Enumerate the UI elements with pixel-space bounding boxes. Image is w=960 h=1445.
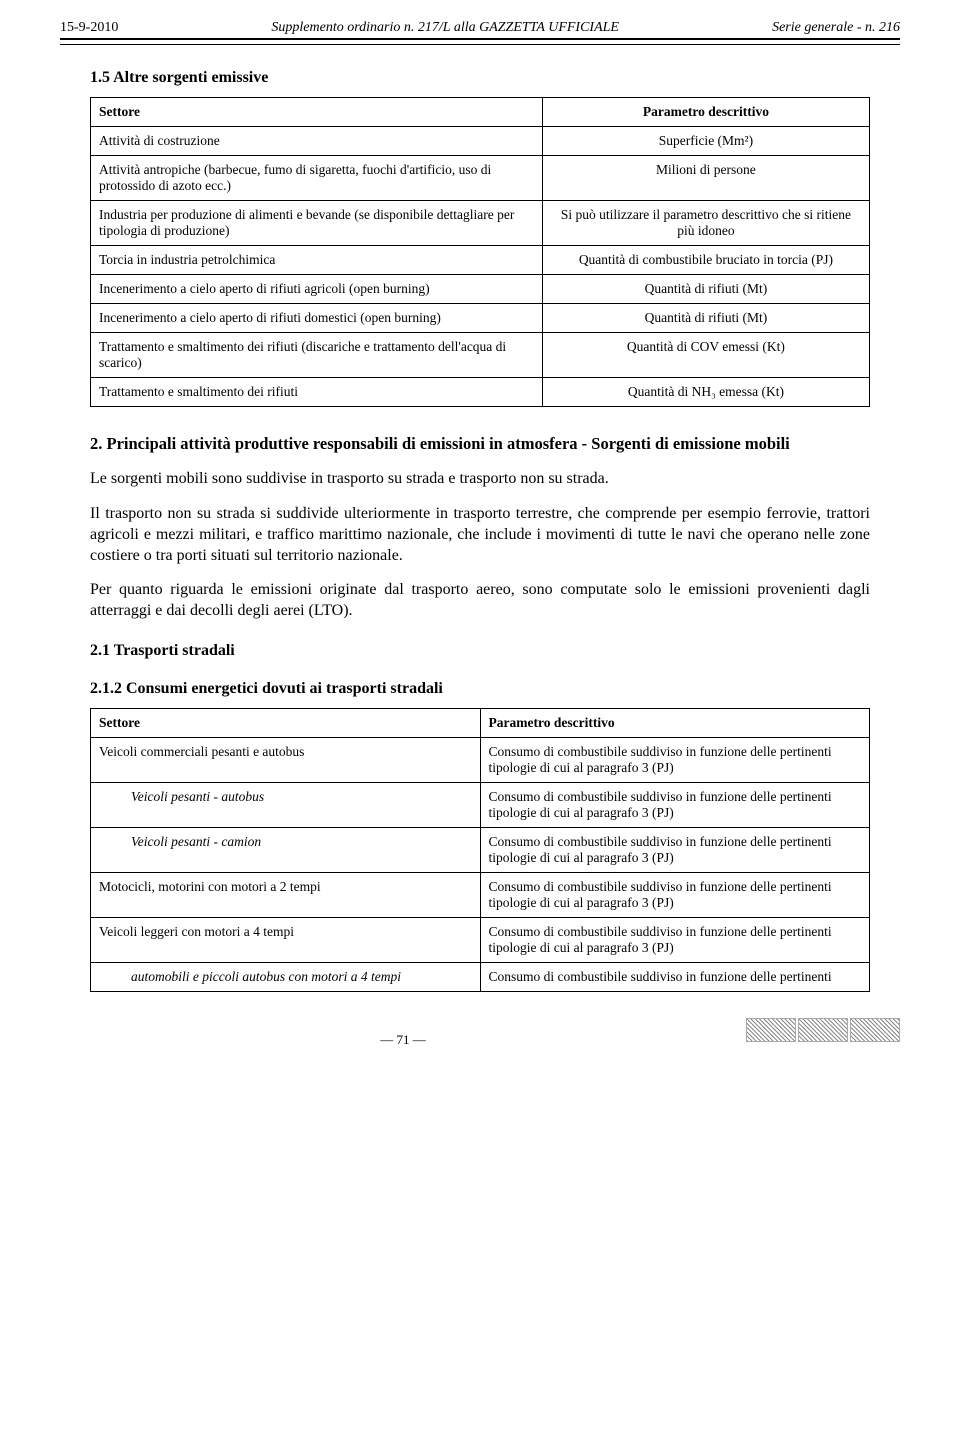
cell-right: Superficie (Mm²) [542, 127, 869, 156]
header-rule [60, 44, 900, 45]
cell-right: Milioni di persone [542, 156, 869, 201]
cell-left: Incenerimento a cielo aperto di rifiuti … [91, 304, 543, 333]
cell-left: Incenerimento a cielo aperto di rifiuti … [91, 275, 543, 304]
heading-2: 2. Principali attività produttive respon… [90, 433, 870, 455]
cell-right: Si può utilizzare il parametro descritti… [542, 201, 869, 246]
page-header: 15-9-2010 Supplemento ordinario n. 217/L… [60, 20, 900, 40]
table-altre-sorgenti: Settore Parametro descrittivo Attività d… [90, 97, 870, 407]
header-date: 15-9-2010 [60, 20, 118, 36]
table-trasporti-stradali: Settore Parametro descrittivo Veicoli co… [90, 708, 870, 992]
table-row: Industria per produzione di alimenti e b… [91, 201, 870, 246]
para-2-3: Per quanto riguarda le emissioni origina… [90, 580, 870, 622]
cell-left: Torcia in industria petrolchimica [91, 246, 543, 275]
table-header-row: Settore Parametro descrittivo [91, 98, 870, 127]
header-series: Serie generale - n. 216 [772, 20, 900, 36]
table-row: Incenerimento a cielo aperto di rifiuti … [91, 275, 870, 304]
table-row: Attività di costruzioneSuperficie (Mm²) [91, 127, 870, 156]
table-row: Trattamento e smaltimento dei rifiutiQua… [91, 378, 870, 407]
cell-right: Quantità di NH₃ emessa (Kt) [542, 378, 869, 407]
barcode-graphic [746, 1018, 900, 1042]
cell-left: Veicoli pesanti - camion [91, 828, 481, 873]
barcode-block [746, 1018, 796, 1042]
barcode-block [798, 1018, 848, 1042]
header-title: Supplemento ordinario n. 217/L alla GAZZ… [118, 20, 772, 36]
cell-right: Consumo di combustibile suddiviso in fun… [480, 783, 870, 828]
table-header-row: Settore Parametro descrittivo [91, 709, 870, 738]
table-row: Veicoli pesanti - camionConsumo di combu… [91, 828, 870, 873]
para-2-2: Il trasporto non su strada si suddivide … [90, 504, 870, 566]
cell-left: automobili e piccoli autobus con motori … [91, 963, 481, 992]
table-row: Incenerimento a cielo aperto di rifiuti … [91, 304, 870, 333]
cell-right: Quantità di combustibile bruciato in tor… [542, 246, 869, 275]
table-row: Trattamento e smaltimento dei rifiuti (d… [91, 333, 870, 378]
heading-2-1-2: 2.1.2 Consumi energetici dovuti ai trasp… [90, 680, 870, 698]
col-parametro: Parametro descrittivo [542, 98, 869, 127]
table-row: Veicoli commerciali pesanti e autobusCon… [91, 738, 870, 783]
table-row: Veicoli pesanti - autobusConsumo di comb… [91, 783, 870, 828]
cell-left: Attività di costruzione [91, 127, 543, 156]
heading-1-5: 1.5 Altre sorgenti emissive [90, 69, 870, 87]
col-settore: Settore [91, 98, 543, 127]
cell-left: Veicoli commerciali pesanti e autobus [91, 738, 481, 783]
table-row: Torcia in industria petrolchimicaQuantit… [91, 246, 870, 275]
heading-2-1: 2.1 Trasporti stradali [90, 642, 870, 660]
cell-right: Consumo di combustibile suddiviso in fun… [480, 828, 870, 873]
barcode-block [850, 1018, 900, 1042]
cell-left: Trattamento e smaltimento dei rifiuti (d… [91, 333, 543, 378]
cell-left: Trattamento e smaltimento dei rifiuti [91, 378, 543, 407]
cell-left: Veicoli leggeri con motori a 4 tempi [91, 918, 481, 963]
cell-right: Consumo di combustibile suddiviso in fun… [480, 873, 870, 918]
cell-right: Consumo di combustibile suddiviso in fun… [480, 918, 870, 963]
cell-right: Quantità di rifiuti (Mt) [542, 304, 869, 333]
cell-right: Quantità di COV emessi (Kt) [542, 333, 869, 378]
col-parametro: Parametro descrittivo [480, 709, 870, 738]
cell-left: Industria per produzione di alimenti e b… [91, 201, 543, 246]
para-2-1: Le sorgenti mobili sono suddivise in tra… [90, 469, 870, 490]
cell-right: Consumo di combustibile suddiviso in fun… [480, 963, 870, 992]
table-row: Veicoli leggeri con motori a 4 tempiCons… [91, 918, 870, 963]
table-row: automobili e piccoli autobus con motori … [91, 963, 870, 992]
cell-right: Quantità di rifiuti (Mt) [542, 275, 869, 304]
table-row: Motocicli, motorini con motori a 2 tempi… [91, 873, 870, 918]
cell-left: Attività antropiche (barbecue, fumo di s… [91, 156, 543, 201]
page-footer: — 71 — [60, 1012, 900, 1048]
col-settore: Settore [91, 709, 481, 738]
cell-right: Consumo di combustibile suddiviso in fun… [480, 738, 870, 783]
table-row: Attività antropiche (barbecue, fumo di s… [91, 156, 870, 201]
page-number: — 71 — [380, 1032, 426, 1048]
cell-left: Veicoli pesanti - autobus [91, 783, 481, 828]
cell-left: Motocicli, motorini con motori a 2 tempi [91, 873, 481, 918]
